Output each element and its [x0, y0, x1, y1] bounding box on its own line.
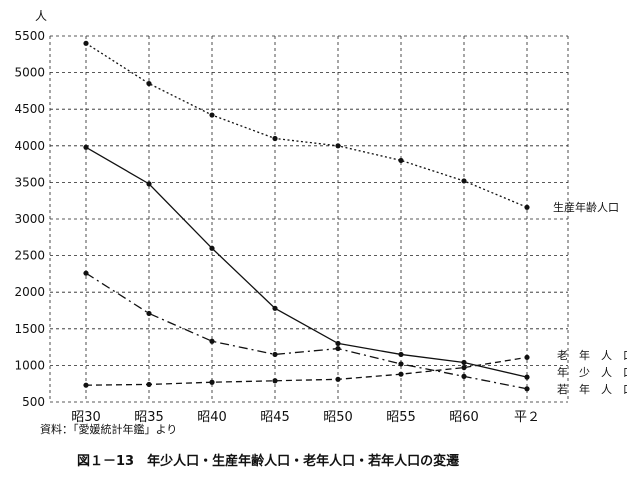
x-tick-label: 昭45 [260, 410, 290, 425]
data-point [398, 361, 404, 367]
data-point [335, 340, 341, 347]
y-tick-label: 500 [22, 395, 45, 409]
data-point [461, 178, 467, 184]
grid [49, 35, 569, 403]
data-point [146, 181, 152, 187]
x-tick-label: 昭55 [386, 410, 416, 425]
series-1 [83, 144, 530, 380]
series-line [85, 356, 528, 386]
source-note: 資料：「愛媛統計年鑑」より [40, 422, 177, 436]
data-point [209, 112, 215, 118]
series-layer [83, 40, 530, 392]
y-tick-label: 3500 [14, 175, 45, 189]
series-2 [83, 270, 530, 392]
y-axis-unit: 人 [35, 9, 47, 23]
data-point [209, 379, 215, 385]
data-point [461, 359, 467, 366]
data-point [335, 143, 341, 149]
y-tick-label: 4000 [14, 139, 45, 153]
data-point [524, 374, 530, 380]
data-point [335, 376, 341, 382]
series-label: 年 少 人 口 [557, 365, 627, 379]
data-point [398, 157, 404, 164]
data-point [461, 373, 467, 379]
data-point [335, 345, 341, 352]
data-point [272, 378, 278, 384]
x-tick-label: 昭35 [134, 410, 164, 425]
data-point [83, 382, 89, 388]
data-point [83, 40, 89, 46]
y-tick-label: 1000 [14, 358, 45, 372]
data-point [146, 381, 152, 388]
data-point [146, 310, 152, 317]
data-point [209, 245, 215, 251]
data-point [272, 351, 278, 358]
x-tick-label: 平２ [514, 410, 540, 425]
series-line [85, 42, 528, 208]
x-tick-label: 昭40 [197, 410, 227, 425]
data-point [524, 354, 530, 360]
x-axis-ticks: 昭30 昭35 昭40 昭45 昭50 昭55 昭60 平２ [71, 410, 540, 425]
y-tick-label: 4500 [14, 102, 45, 116]
data-point [272, 305, 278, 311]
y-tick-label: 2500 [14, 249, 45, 263]
y-tick-label: 3000 [14, 212, 45, 226]
series-label: 老 年 人 口 [557, 348, 627, 362]
data-point [83, 270, 89, 276]
y-axis-ticks: 500 1000 1500 2000 2500 3000 3500 4000 4500 5000 5… [14, 29, 45, 409]
series-line [85, 272, 528, 390]
data-point [209, 338, 215, 344]
figure-caption: 図１－13 年少人口・生産年齢人口・老年人口・若年人口の変遷 [77, 453, 459, 469]
data-point [146, 80, 152, 87]
data-point [461, 364, 467, 371]
data-point [398, 371, 404, 377]
series-3 [83, 354, 530, 388]
x-tick-label: 昭50 [323, 410, 353, 425]
series-label: 生産年齢人口 [553, 200, 619, 214]
series-label: 若 年 人 口 [557, 382, 627, 396]
y-tick-label: 5500 [14, 29, 45, 43]
x-tick-label: 昭60 [449, 410, 479, 425]
y-tick-label: 1500 [14, 322, 45, 336]
series-line [85, 146, 528, 378]
data-point [398, 351, 404, 358]
data-point [524, 204, 530, 210]
data-point [524, 386, 530, 392]
y-tick-label: 5000 [14, 66, 45, 80]
data-point [272, 135, 278, 142]
y-tick-label: 2000 [14, 285, 45, 299]
series-0 [83, 40, 530, 210]
x-tick-label: 昭30 [71, 410, 101, 425]
data-point [83, 144, 89, 150]
